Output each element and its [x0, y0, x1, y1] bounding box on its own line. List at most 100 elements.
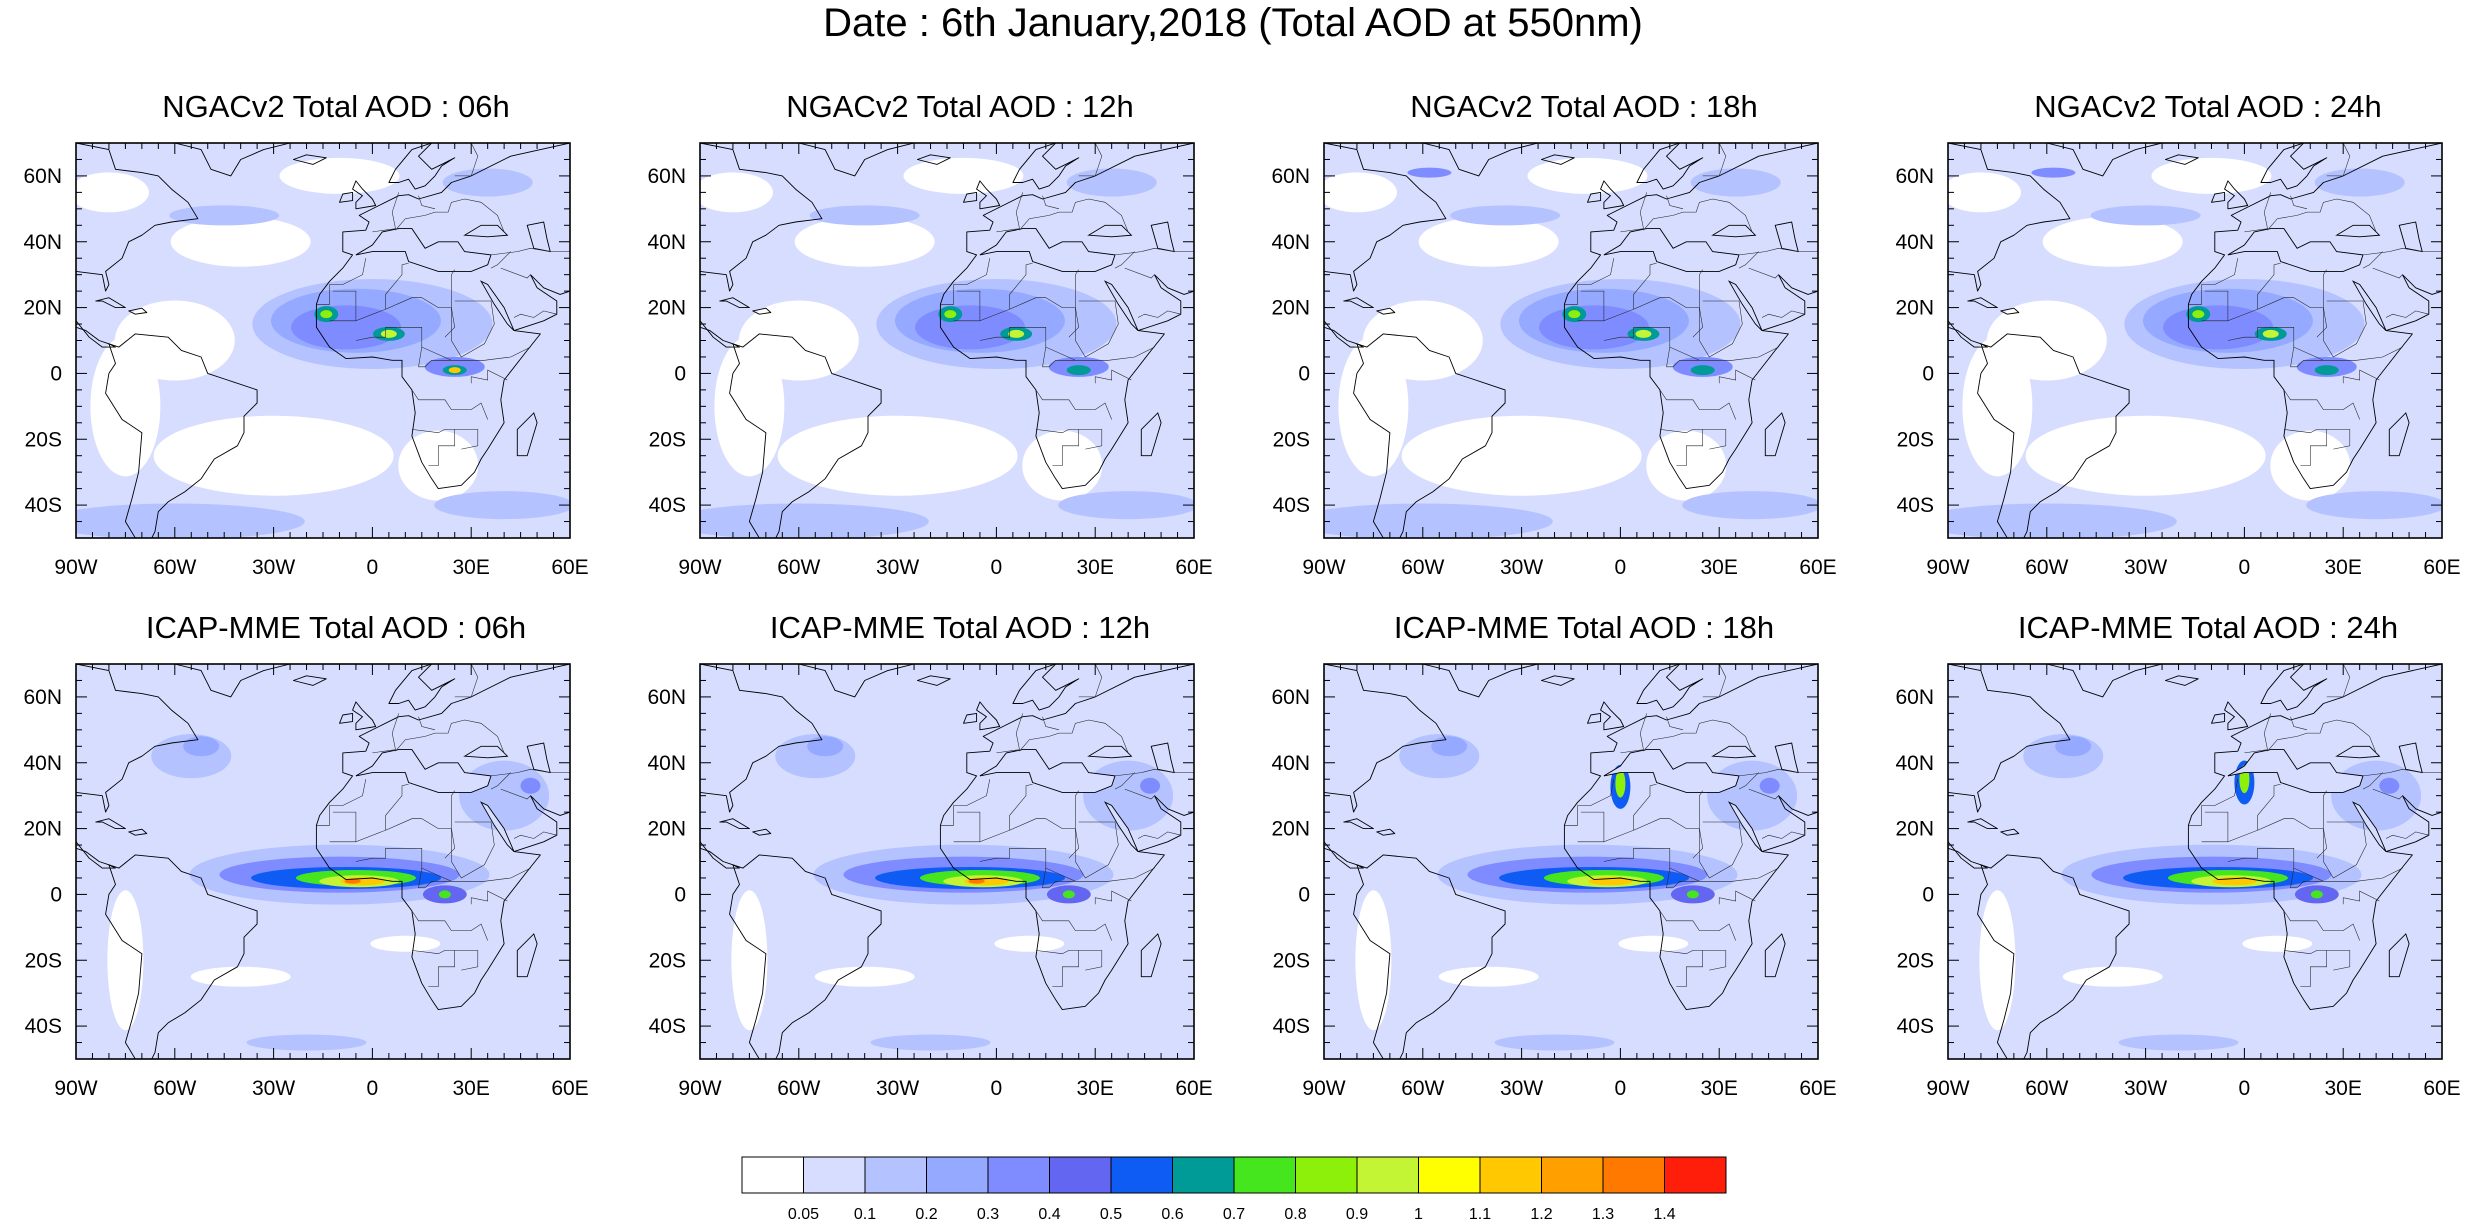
country-border [411, 429, 455, 466]
map-panel-ngac-24h: NGACv2 Total AOD : 24h 90W 60W 30W 0 30E 60E 6… [1895, 89, 2460, 579]
aod-plume-core [1008, 329, 1025, 338]
colorbar: 0.05 0.1 0.2 0.3 0.4 0.5 0.6 0.7 0.8 0.9 1 1.1 1.2 1.… [741, 1156, 1727, 1222]
aod-band [169, 205, 280, 226]
coastline-red-sea [479, 801, 515, 852]
country-border [1603, 848, 1700, 882]
aod-clean-region [1401, 415, 1642, 496]
country-border [953, 290, 981, 322]
coastline-south-america [1353, 854, 1506, 1059]
country-border [454, 143, 479, 177]
country-border [1633, 269, 1703, 310]
map-content [76, 664, 570, 1059]
coastline-scandinavia [1012, 143, 1080, 190]
coastline-red-sea [1103, 801, 1139, 852]
coastline-iceland [292, 675, 327, 686]
aod-clean-region [2242, 935, 2313, 952]
colorbar-label: 1.2 [1530, 1206, 1552, 1222]
aod-plume-core [944, 310, 957, 319]
country-border [1738, 769, 1818, 777]
country-border [2283, 950, 2327, 987]
aod-clean-region [1527, 157, 1648, 194]
lat-tick-label: 20S [1273, 428, 1310, 451]
aod-plume-core [2310, 890, 2323, 899]
lat-tick-label: 20S [25, 949, 62, 972]
colorbar-swatch [864, 1156, 927, 1194]
lon-tick-label: 60E [1175, 1077, 1212, 1100]
lat-tick-label: 0 [1922, 883, 1934, 906]
coastline-hispaniola [128, 828, 148, 836]
colorbar-swatch [1418, 1156, 1481, 1194]
country-border [1659, 429, 1703, 466]
colorbar-swatch [1233, 1156, 1296, 1194]
colorbar-swatch [1356, 1156, 1419, 1194]
coastline-iceland [2164, 154, 2199, 165]
country-border [1009, 790, 1079, 831]
lat-tick-label: 20N [647, 297, 686, 320]
country-border [2362, 251, 2383, 269]
country-border [444, 828, 455, 859]
panel-title: NGACv2 Total AOD : 24h [2034, 89, 2382, 124]
coastline-iceland [1540, 675, 1575, 686]
country-border [1702, 950, 1727, 971]
aod-clean-region [994, 935, 1065, 952]
country-border [1564, 258, 1615, 305]
country-border [513, 310, 557, 318]
country-border [1659, 950, 1703, 987]
lon-tick-label: 30W [2124, 556, 2167, 579]
country-border [454, 664, 479, 698]
aod-clean-region [1979, 890, 2016, 1031]
country-border [1075, 821, 1119, 879]
lon-tick-label: 30W [252, 556, 295, 579]
colorbar-swatch [1664, 1156, 1727, 1194]
coastline-black-sea [1711, 745, 1757, 759]
map-panel-icap-12h: ICAP-MME Total AOD : 12h 90W 60W 30W 0 30E 60… [647, 610, 1212, 1100]
colorbar-swatch [741, 1156, 804, 1194]
lat-tick-label: 20N [1895, 297, 1934, 320]
country-border [2326, 143, 2351, 177]
country-border [979, 327, 1076, 361]
colorbar-swatch [1541, 1156, 1604, 1194]
country-border [1564, 779, 1615, 826]
lat-tick-label: 0 [1298, 883, 1310, 906]
coastline-south-america [1977, 333, 2130, 538]
aod-clean-region [1355, 890, 1392, 1031]
country-border [2201, 290, 2229, 322]
lat-tick-label: 20N [23, 818, 62, 841]
aod-band [807, 736, 844, 757]
country-border [470, 890, 508, 905]
country-border [1577, 811, 1605, 843]
coastline-africa-eurasia [315, 664, 570, 1011]
lat-tick-label: 60N [1895, 686, 1934, 709]
country-border [372, 713, 399, 754]
country-border [1620, 192, 1647, 233]
lon-tick-label: 30W [1500, 1077, 1543, 1100]
aod-clean-region [1618, 935, 1689, 952]
aod-plume-core [1690, 365, 1715, 376]
aod-band [2031, 167, 2076, 178]
coastline-africa-eurasia [1563, 143, 1818, 490]
country-border [1035, 950, 1079, 987]
aod-plume [2163, 305, 2274, 350]
coastline-iceland [1540, 154, 1575, 165]
country-border [979, 262, 1033, 322]
map-content [1324, 143, 1818, 538]
lat-tick-label: 60N [23, 686, 62, 709]
country-border [470, 369, 508, 384]
coastline-north-america [1324, 664, 1447, 813]
colorbar-label: 0.1 [854, 1206, 876, 1222]
country-border [490, 769, 570, 777]
colorbar-label: 0.2 [915, 1206, 937, 1222]
lon-tick-label: 30W [252, 1077, 295, 1100]
aod-clean-region [2062, 966, 2163, 987]
coastline-cuba [1343, 818, 1374, 830]
country-border [1078, 950, 1103, 971]
colorbar-swatch [926, 1156, 989, 1194]
coastline-greenland [174, 143, 291, 177]
aod-clean-region [714, 336, 785, 477]
country-border [1738, 772, 1759, 790]
coastline-greenland [174, 664, 291, 698]
country-border [490, 248, 570, 256]
country-border [2201, 811, 2229, 843]
map-panel-ngac-12h: NGACv2 Total AOD : 12h 90W 60W 30W 0 30E 60E 6… [647, 89, 1212, 579]
panel-title: ICAP-MME Total AOD : 06h [145, 610, 527, 645]
